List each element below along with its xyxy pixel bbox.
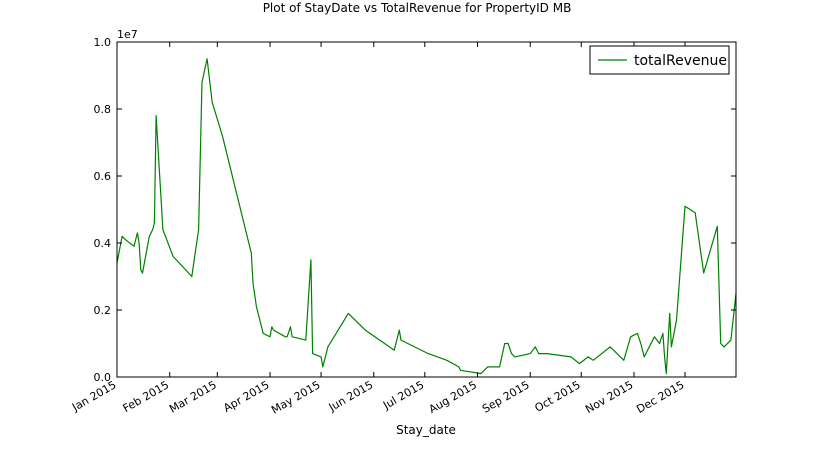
- y-tick-label: 0.4: [94, 237, 112, 250]
- x-tick-label: Feb 2015: [121, 378, 172, 415]
- y-tick-label: 0.8: [94, 103, 112, 116]
- x-tick-label: Jun 2015: [326, 378, 376, 414]
- x-tick-label: Aug 2015: [427, 378, 479, 416]
- y-tick-label: 1.0: [94, 36, 112, 49]
- x-tick-label: Mar 2015: [167, 378, 219, 415]
- legend: totalRevenue: [589, 45, 730, 75]
- x-tick-label: Sep 2015: [480, 378, 532, 415]
- x-tick-label: Dec 2015: [634, 378, 686, 416]
- legend-label: totalRevenue: [634, 53, 727, 69]
- series-line-totalRevenue: [116, 58, 737, 375]
- x-tick-label: Oct 2015: [533, 378, 583, 415]
- y-axis: 0.0 0.2 0.4 0.6 0.8 1.0: [94, 36, 736, 384]
- y-scale-label: 1e7: [117, 28, 138, 41]
- x-tick-label: Apr 2015: [221, 378, 271, 415]
- x-tick-label: Jul 2015: [380, 378, 426, 412]
- x-axis-label: Stay_date: [396, 423, 456, 437]
- x-tick-label: Nov 2015: [583, 378, 635, 416]
- plot-area: [116, 58, 737, 375]
- y-tick-label: 0.6: [94, 170, 112, 183]
- x-tick-label: May 2015: [269, 378, 322, 416]
- y-tick-label: 0.0: [94, 371, 112, 384]
- plot-frame: [116, 41, 737, 378]
- chart-title: Plot of StayDate vs TotalRevenue for Pro…: [263, 1, 572, 15]
- y-tick-label: 0.2: [94, 304, 112, 317]
